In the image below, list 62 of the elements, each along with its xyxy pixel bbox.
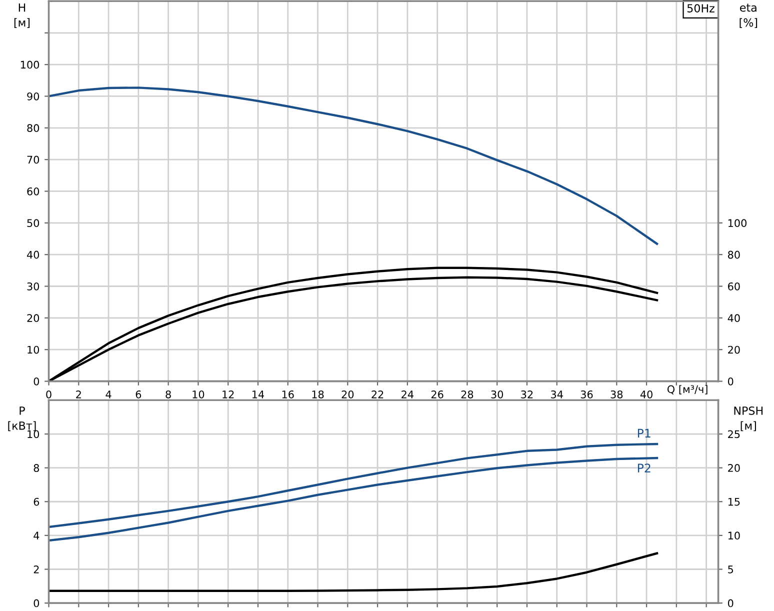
y2-tick-label: 15 xyxy=(728,498,740,506)
y-tick-label: 100 xyxy=(20,60,40,69)
y2-tick-label: 60 xyxy=(728,282,740,290)
x-tick-label: 32 xyxy=(521,390,533,398)
x-tick-label: 6 xyxy=(136,390,142,398)
y-tick-label: 0 xyxy=(34,377,40,386)
y2-tick-label: 40 xyxy=(728,314,740,322)
y-tick-label: 8 xyxy=(34,464,40,472)
y-tick-label: 80 xyxy=(27,124,40,132)
y2-tick-label: 0 xyxy=(728,599,734,608)
y-tick-label: 4 xyxy=(34,532,40,540)
x-tick-label: 36 xyxy=(580,390,593,398)
y2-tick-label: 20 xyxy=(728,464,740,472)
x-tick-label: 10 xyxy=(192,390,204,398)
x-tick-label: 34 xyxy=(551,390,563,398)
x-tick-label: 8 xyxy=(166,390,171,398)
x-tick-label: 20 xyxy=(342,390,354,398)
series-label: P2 xyxy=(638,464,650,472)
y-tick-label: 70 xyxy=(27,156,40,164)
x-tick-label: 2 xyxy=(76,390,81,398)
x-tick-label: 28 xyxy=(461,390,474,398)
y-tick-label: 10 xyxy=(28,430,40,438)
y2-tick-label: 25 xyxy=(728,430,740,438)
y-tick-label: 30 xyxy=(27,282,40,290)
x-tick-label: 38 xyxy=(610,390,623,398)
y-tick-label: 50 xyxy=(27,219,40,228)
y2-tick-label: 20 xyxy=(728,346,740,354)
annotation: 50Hz xyxy=(687,4,714,12)
y2-tick-label: 0 xyxy=(728,377,734,386)
y-tick-label: 90 xyxy=(27,92,40,100)
line-series xyxy=(48,86,658,245)
x-tick-label: 22 xyxy=(372,390,384,398)
x-tick-label: 30 xyxy=(491,390,504,398)
y2-tick-label: 10 xyxy=(728,532,740,540)
line-series xyxy=(48,456,658,542)
x-tick-label: 40 xyxy=(640,390,652,398)
y-tick-label: 2 xyxy=(34,565,39,574)
x-axis-title: Q [м³/ч] xyxy=(667,385,708,394)
y-tick-label: 10 xyxy=(28,346,40,354)
y-axis-title: P [кВт] xyxy=(8,406,36,432)
x-tick-label: 4 xyxy=(106,390,112,398)
y-tick-label: 40 xyxy=(26,250,40,259)
line-series xyxy=(48,442,658,528)
x-tick-label: 24 xyxy=(402,390,414,398)
y-axis-title: H [м] xyxy=(14,3,30,28)
x-tick-label: 14 xyxy=(252,390,264,398)
y-tick-label: 6 xyxy=(34,498,40,506)
y2-tick-label: 80 xyxy=(728,250,740,259)
x-tick-label: 12 xyxy=(222,390,234,398)
y-tick-label: 60 xyxy=(27,187,40,196)
y2-tick-label: 5 xyxy=(728,566,734,574)
x-tick-label: 0 xyxy=(46,390,52,398)
y2-tick-label: 100 xyxy=(728,219,746,228)
x-tick-label: 16 xyxy=(282,390,294,398)
series-label: P1 xyxy=(638,428,650,438)
y2-axis-title: eta [%] xyxy=(740,4,758,28)
y2-axis-title: NPSH [м] xyxy=(734,406,763,432)
y-tick-label: 0 xyxy=(34,599,40,608)
y-tick-label: 20 xyxy=(27,314,40,322)
x-tick-label: 26 xyxy=(431,390,444,398)
line-series xyxy=(48,552,658,592)
x-tick-label: 18 xyxy=(312,390,324,398)
